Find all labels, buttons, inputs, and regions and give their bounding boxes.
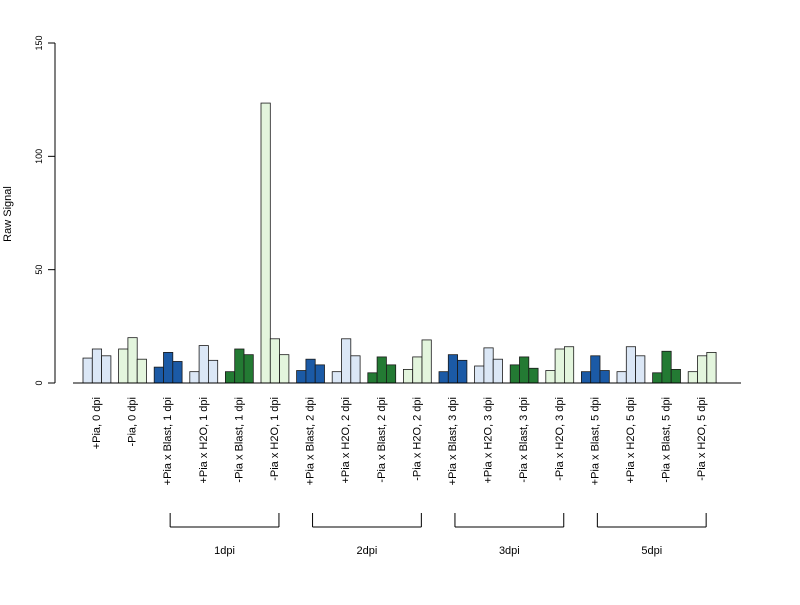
bar (127, 337, 138, 384)
bar (519, 356, 530, 384)
bar (91, 348, 103, 384)
y-tick-label: 150 (34, 35, 44, 50)
category-label: +Pia x Blast, 2 dpi (305, 397, 317, 485)
bar (438, 371, 449, 384)
category-label: -Pia x H2O, 1 dpi (269, 397, 281, 481)
bar (616, 371, 627, 384)
bar (136, 358, 147, 384)
group-label: 5dpi (641, 545, 662, 557)
category-label: -Pia x Blast, 5 dpi (661, 397, 673, 483)
bar (163, 351, 174, 384)
bar (447, 354, 458, 384)
bar (581, 371, 592, 384)
bar (279, 354, 290, 384)
bar (331, 371, 342, 384)
y-axis: 0 50 100 150 (34, 35, 56, 386)
category-label: -Pia x H2O, 5 dpi (696, 397, 708, 481)
bar (341, 338, 352, 384)
category-label: -Pia x H2O, 3 dpi (554, 397, 566, 481)
bar (376, 356, 387, 384)
bar (402, 368, 414, 384)
category-label: +Pia x Blast, 5 dpi (589, 397, 601, 485)
bar (314, 364, 325, 384)
bar (661, 350, 672, 384)
y-tick-label: 100 (34, 149, 44, 164)
bar (652, 372, 663, 384)
category-label: +Pia x Blast, 3 dpi (447, 397, 459, 485)
category-label: -Pia, 0 dpi (127, 397, 139, 447)
bar (82, 357, 93, 384)
bar (706, 351, 717, 384)
bar (198, 345, 209, 384)
bar (243, 354, 254, 384)
group-label: 1dpi (214, 545, 235, 557)
category-label: -Pia x Blast, 3 dpi (518, 397, 530, 483)
category-label: +Pia, 0 dpi (91, 397, 103, 449)
category-labels: +Pia, 0 dpi -Pia, 0 dpi +Pia x Blast, 1 dp… (91, 397, 708, 485)
bar (474, 365, 485, 384)
bar (172, 361, 183, 384)
bars (82, 102, 717, 384)
group-bracket: 3dpi (454, 513, 565, 557)
bar (367, 372, 378, 384)
bar (260, 102, 271, 384)
bar (599, 370, 610, 384)
bar (509, 364, 520, 384)
bar (118, 348, 129, 384)
bar (234, 348, 245, 384)
group-bracket: 5dpi (596, 513, 707, 557)
bar (385, 364, 397, 384)
group-bracket: 1dpi (169, 513, 280, 557)
bar (207, 359, 219, 384)
bar (153, 366, 164, 384)
bar (545, 370, 556, 384)
bar (528, 367, 539, 384)
group-label: 2dpi (357, 545, 378, 557)
bar (189, 371, 200, 384)
y-tick-label: 50 (34, 265, 44, 275)
bar (350, 355, 361, 384)
category-label: -Pia x H2O, 2 dpi (411, 397, 423, 481)
category-label: +Pia x H2O, 2 dpi (340, 397, 352, 484)
bar (687, 371, 698, 384)
bar (412, 356, 423, 384)
bar (296, 370, 307, 384)
bar (635, 355, 646, 384)
category-label: +Pia x H2O, 3 dpi (483, 397, 495, 484)
bar (492, 358, 503, 384)
bar (305, 358, 316, 384)
bar (457, 359, 468, 384)
bar (697, 355, 708, 384)
bar (670, 368, 681, 384)
y-tick-label: 0 (34, 380, 44, 385)
group-label: 3dpi (499, 545, 520, 557)
category-label: +Pia x Blast, 1 dpi (162, 397, 174, 485)
bar (421, 339, 432, 384)
bar (224, 371, 236, 384)
bar (269, 338, 280, 384)
bar (564, 346, 575, 384)
category-label: +Pia x H2O, 1 dpi (198, 397, 210, 484)
category-label: +Pia x H2O, 5 dpi (625, 397, 637, 484)
bar (625, 346, 636, 384)
y-axis-title: Raw Signal (2, 186, 14, 242)
category-label: -Pia x Blast, 1 dpi (233, 397, 245, 483)
bar (554, 348, 565, 384)
group-brackets: 1dpi 2dpi 3dpi 5dpi (169, 513, 707, 557)
bar (590, 355, 601, 384)
bar (483, 347, 494, 384)
group-bracket: 2dpi (312, 513, 422, 557)
bar (101, 355, 112, 384)
category-label: -Pia x Blast, 2 dpi (376, 397, 388, 483)
